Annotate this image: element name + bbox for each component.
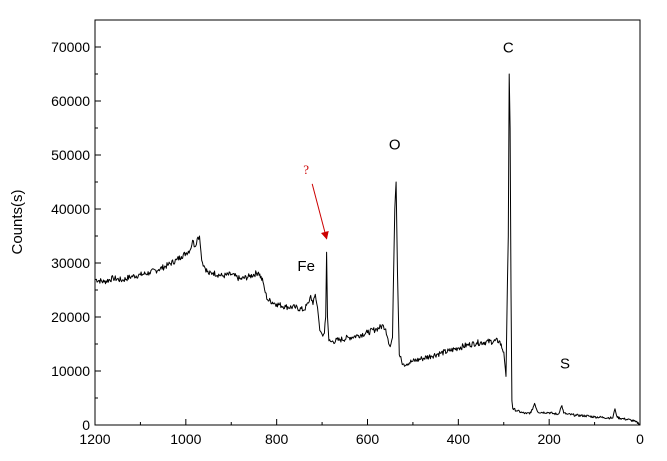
y-tick-label: 30000 <box>51 255 90 271</box>
y-tick-label: 0 <box>82 417 90 433</box>
y-tick-label: 10000 <box>51 363 90 379</box>
peak-label-o: O <box>389 137 401 154</box>
y-axis-title: Counts(s) <box>9 189 26 254</box>
peak-label-c: C <box>503 39 514 56</box>
x-tick-label: 200 <box>537 431 561 447</box>
x-tick-label: 800 <box>265 431 289 447</box>
y-tick-label: 60000 <box>51 93 90 109</box>
question-arrow <box>311 183 329 240</box>
series-layer <box>94 73 641 425</box>
peak-label-s: S <box>560 355 570 372</box>
annotation-layer: C O Fe S? <box>297 39 570 372</box>
spectrum-line <box>94 73 641 425</box>
question-annotation: ? <box>303 162 309 177</box>
peak-label-fe: Fe <box>297 258 315 275</box>
x-tick-label: 600 <box>356 431 380 447</box>
y-axis-ticks: 0 10000 20000 30000 40000 50000 60000 70000 <box>51 39 101 433</box>
y-tick-label: 50000 <box>51 147 90 163</box>
x-axis-ticks: 1200 1000 800 600 400 200 0 <box>79 419 644 447</box>
x-tick-label: 400 <box>447 431 471 447</box>
x-tick-label: 0 <box>636 431 644 447</box>
x-tick-label: 1000 <box>170 431 201 447</box>
y-tick-label: 20000 <box>51 309 90 325</box>
y-tick-label: 40000 <box>51 201 90 217</box>
y-tick-label: 70000 <box>51 39 90 55</box>
x-tick-label: 1200 <box>79 431 110 447</box>
